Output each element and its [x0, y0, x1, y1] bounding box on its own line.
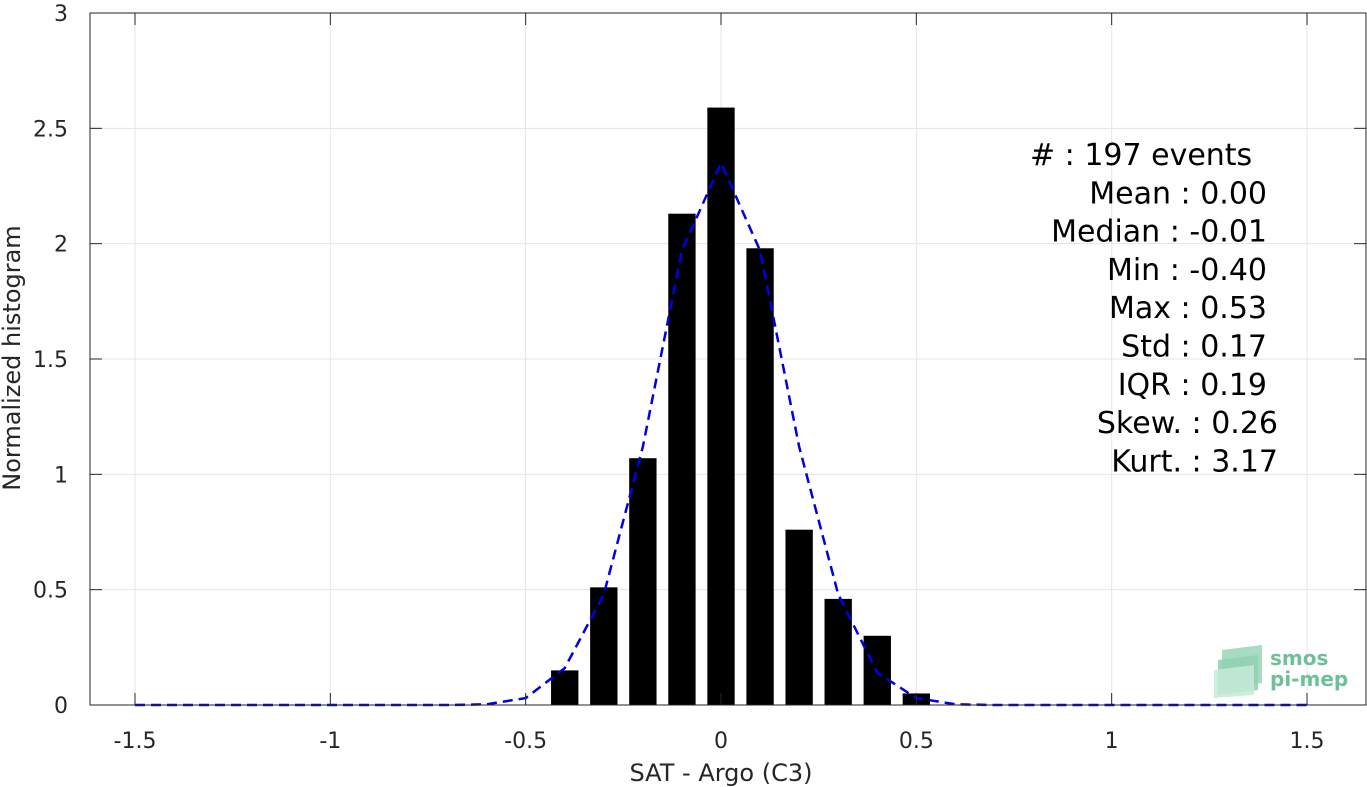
logo-mark-icon — [1214, 645, 1262, 698]
x-tick-label: 0 — [714, 729, 728, 754]
stat-annotation: Std : 0.17 — [1121, 330, 1267, 365]
y-tick-label: 0.5 — [33, 579, 68, 604]
stat-annotation: Kurt. : 3.17 — [1111, 444, 1278, 479]
histogram-bar — [551, 670, 579, 705]
x-tick-labels: -1.5 -1 -0.5 0 0.5 1 1.5 — [114, 729, 1325, 754]
x-tick-label: -1.5 — [114, 729, 157, 754]
y-tick-label: 0 — [54, 694, 68, 719]
x-axis-label: SAT - Argo (C3) — [630, 759, 813, 787]
bars — [551, 107, 931, 705]
y-tick-label: 3 — [54, 2, 68, 27]
y-tick-labels: 0 0.5 1 1.5 2 2.5 3 — [33, 2, 68, 719]
stat-annotation: IQR : 0.19 — [1118, 368, 1267, 403]
stat-annotation: Median : -0.01 — [1051, 215, 1267, 250]
stat-annotation: Skew. : 0.26 — [1097, 406, 1278, 441]
stat-annotation: Max : 0.53 — [1109, 291, 1267, 326]
y-tick-label: 2.5 — [33, 117, 68, 142]
x-tick-label: 1.5 — [1290, 729, 1325, 754]
x-tick-label: -0.5 — [504, 729, 547, 754]
histogram-bar — [785, 529, 813, 705]
x-tick-label: 1 — [1105, 729, 1119, 754]
histogram-bar — [824, 598, 852, 705]
stat-annotation: # : 197 events — [1030, 138, 1252, 173]
histogram-bar — [629, 458, 657, 705]
histogram-bar — [746, 248, 774, 705]
y-tick-label: 2 — [54, 233, 68, 258]
logo-line1: smos — [1270, 646, 1328, 670]
stat-annotation: Mean : 0.00 — [1089, 176, 1267, 211]
y-tick-label: 1.5 — [33, 348, 68, 373]
y-axis-label: Normalized histogram — [0, 225, 26, 490]
axes — [89, 12, 1367, 706]
histogram-bar — [590, 587, 618, 705]
histogram-bar — [707, 107, 735, 705]
x-tick-label: -1 — [319, 729, 341, 754]
logo-line2: pi-mep — [1270, 667, 1348, 691]
smos-pimep-logo: smos pi-mep — [1214, 645, 1348, 698]
histogram-bar — [668, 213, 696, 705]
y-tick-label: 1 — [54, 463, 68, 488]
x-tick-label: 0.5 — [899, 729, 934, 754]
stat-annotation: Min : -0.40 — [1107, 253, 1267, 288]
